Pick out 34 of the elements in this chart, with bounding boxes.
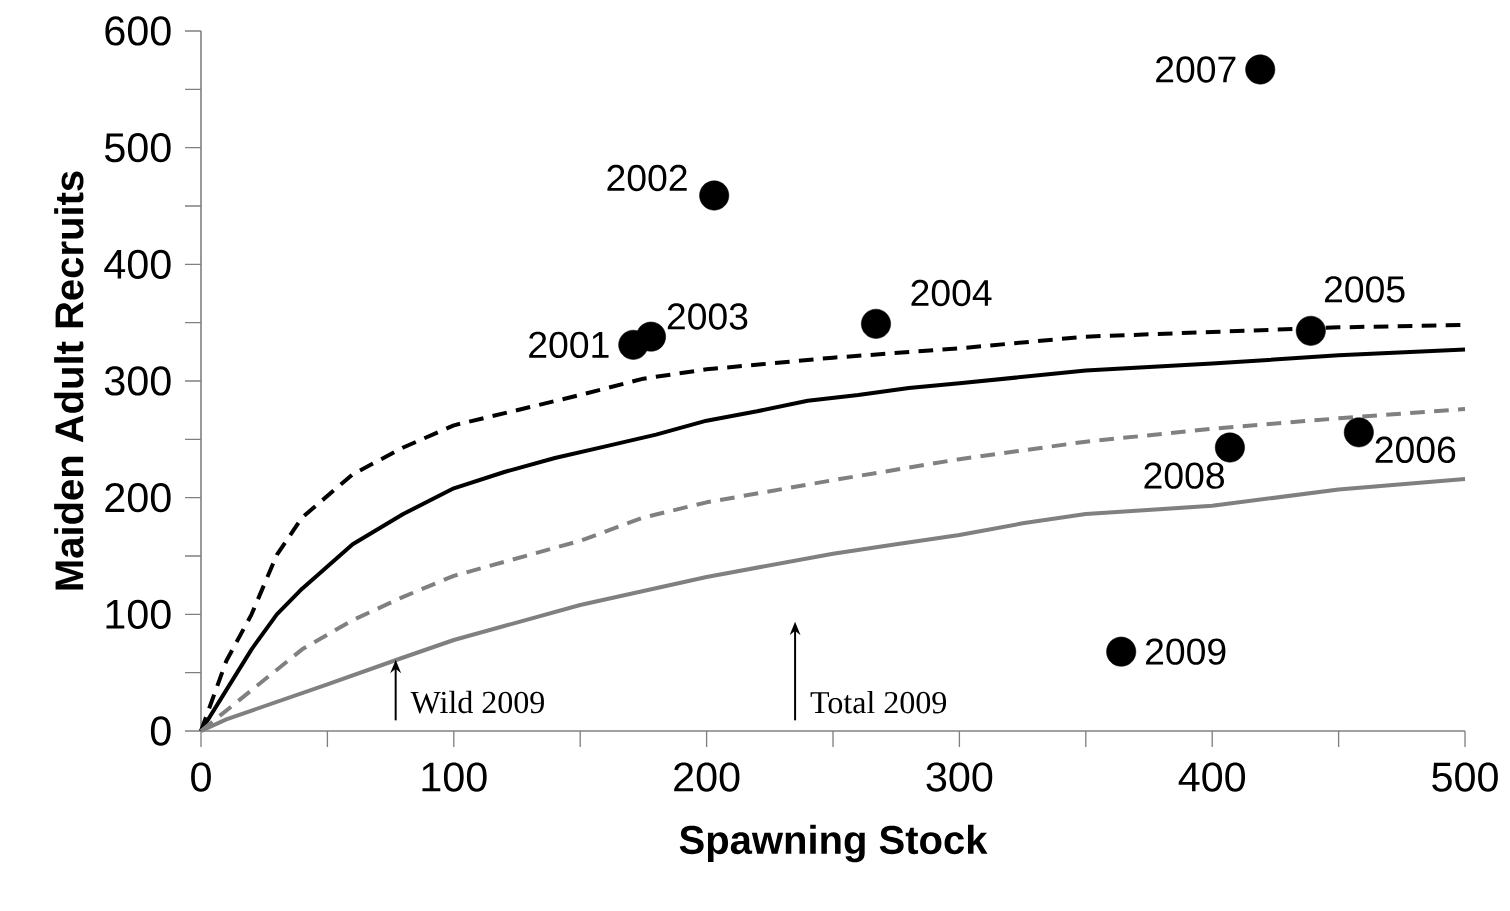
annotation: Wild 2009 <box>410 690 544 714</box>
y-axis-title: Maiden Adult Recruits <box>54 171 84 590</box>
y-tick-label: 200 <box>105 483 171 513</box>
ref-line-label: Total 2009 <box>810 690 947 714</box>
annotation: 2008 <box>1144 462 1224 489</box>
y-tick-label: 600 <box>105 16 171 46</box>
annotation: 2002 <box>607 164 687 192</box>
point <box>1214 432 1245 463</box>
point <box>1106 636 1137 667</box>
x-tick-label: 100 <box>422 762 487 792</box>
point <box>699 180 730 211</box>
point <box>861 308 891 339</box>
annotation: 2007 <box>1156 56 1236 83</box>
annotation: 2006 <box>1375 436 1456 464</box>
annotation: 2009 <box>1146 638 1226 665</box>
point <box>636 321 666 352</box>
x-tick-label: 500 <box>1432 762 1498 792</box>
y-tick-label: 300 <box>104 366 171 396</box>
y-tick-label: 500 <box>104 133 171 163</box>
x-tick-label: 400 <box>1178 762 1246 792</box>
annotation: 2001 <box>529 331 609 359</box>
x-tick-label: 200 <box>674 762 740 792</box>
annotation: 2003 <box>667 303 748 330</box>
y-tick-label: 100 <box>106 599 171 629</box>
x-tick-label: 300 <box>926 762 993 792</box>
point <box>1295 315 1326 346</box>
annotation: 2005 <box>1324 276 1405 303</box>
point <box>1245 54 1276 85</box>
x-axis-title: Spawning Stock <box>679 824 988 863</box>
y-tick-label: 400 <box>104 249 171 279</box>
point <box>1343 417 1374 448</box>
x-tick-label: 0 <box>191 762 211 792</box>
y-tick-label: 0 <box>150 716 171 746</box>
annotation: 2004 <box>911 279 992 307</box>
